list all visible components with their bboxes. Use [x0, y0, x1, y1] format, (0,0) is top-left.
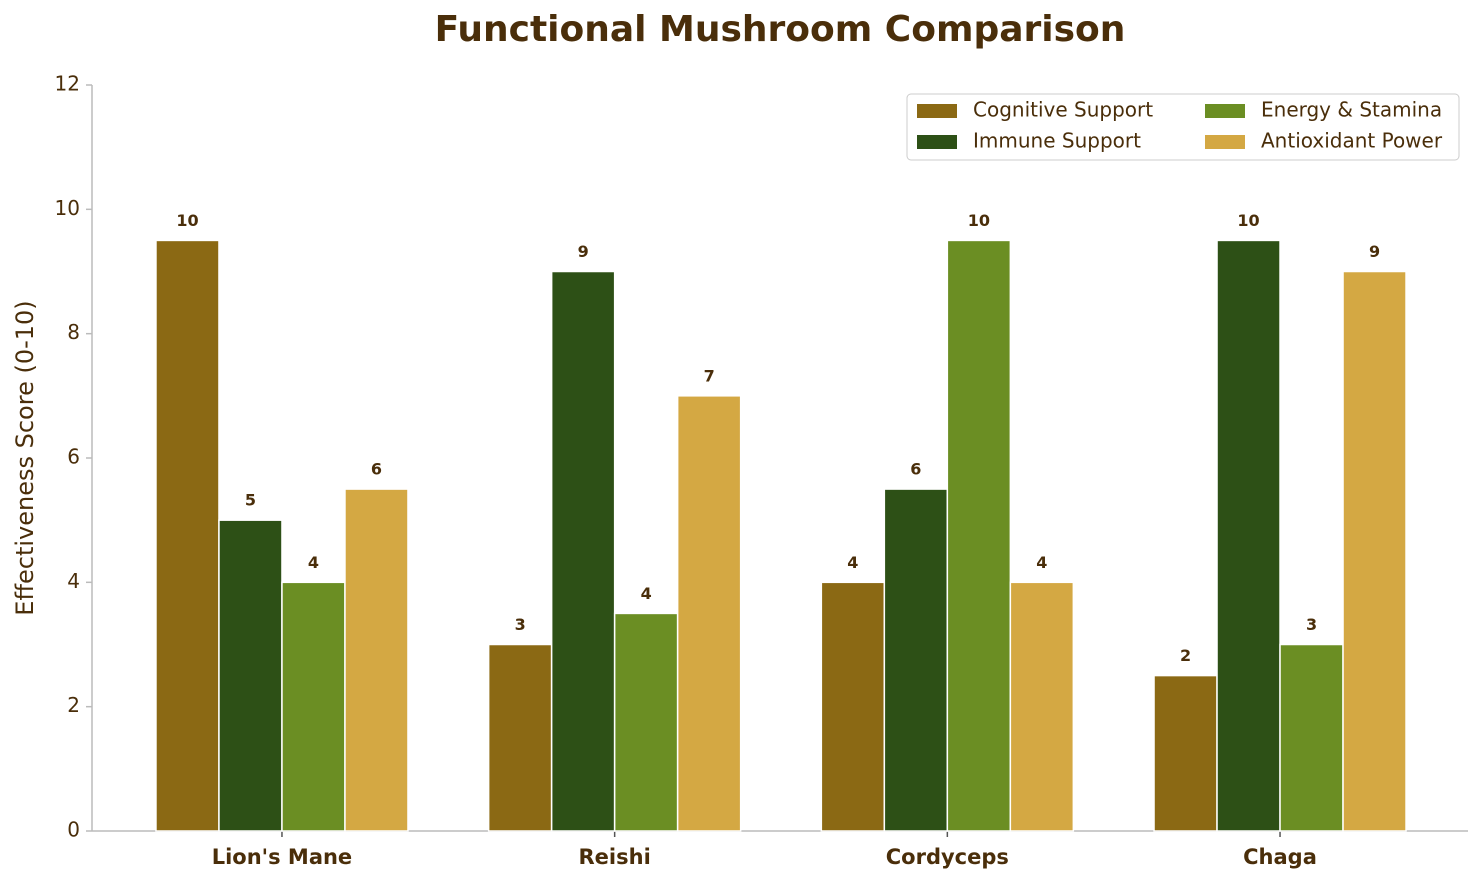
value-label: 2 [1180, 646, 1191, 665]
bar [1279, 643, 1344, 832]
bar [1342, 270, 1407, 832]
value-label: 9 [1369, 242, 1380, 261]
bar [820, 581, 886, 832]
x-tick-label: Lion's Mane [212, 845, 352, 869]
x-tick-label: Reishi [579, 845, 651, 869]
x-tick-label: Cordyceps [886, 845, 1009, 869]
legend-swatch [1205, 104, 1245, 118]
value-label: 10 [176, 211, 198, 230]
value-label: 7 [704, 366, 715, 385]
legend-swatch [917, 135, 957, 149]
legend-swatch [917, 104, 957, 118]
y-tick-label: 12 [55, 72, 80, 96]
y-tick-label: 0 [67, 818, 80, 842]
bar [613, 612, 679, 832]
bar [1216, 239, 1281, 832]
bar [676, 395, 742, 832]
chart-title: Functional Mushroom Comparison [435, 9, 1126, 50]
value-label: 5 [245, 491, 256, 510]
y-tick-label: 8 [67, 320, 80, 344]
value-label: 4 [847, 553, 858, 572]
value-label: 4 [1036, 553, 1047, 572]
y-axis-label: Effectiveness Score (0-10) [11, 300, 39, 615]
bar [344, 488, 409, 832]
y-tick-label: 2 [67, 693, 80, 717]
value-label: 9 [578, 242, 589, 261]
legend-label: Energy & Stamina [1261, 98, 1442, 122]
legend-box [906, 93, 1460, 161]
y-tick-label: 10 [55, 196, 80, 220]
value-label: 3 [515, 615, 526, 634]
value-label: 4 [308, 553, 319, 572]
bar [946, 239, 1012, 832]
bar [883, 488, 949, 832]
legend-label: Antioxidant Power [1261, 129, 1443, 153]
bar [1153, 674, 1218, 832]
value-label: 6 [910, 460, 921, 479]
bar [281, 581, 346, 832]
y-tick-label: 4 [67, 569, 80, 593]
value-label: 4 [641, 584, 652, 603]
value-label: 3 [1306, 615, 1317, 634]
legend-label: Immune Support [973, 129, 1141, 153]
bar [218, 519, 283, 832]
value-label: 6 [371, 460, 382, 479]
y-tick-label: 6 [67, 445, 80, 469]
value-label: 10 [968, 211, 990, 230]
value-label: 10 [1237, 211, 1259, 230]
bar [487, 643, 553, 832]
bar [155, 239, 220, 832]
legend-swatch [1205, 135, 1245, 149]
legend-label: Cognitive Support [973, 98, 1153, 122]
x-tick-label: Chaga [1243, 845, 1317, 869]
bar [550, 270, 616, 832]
bar [1009, 581, 1075, 832]
